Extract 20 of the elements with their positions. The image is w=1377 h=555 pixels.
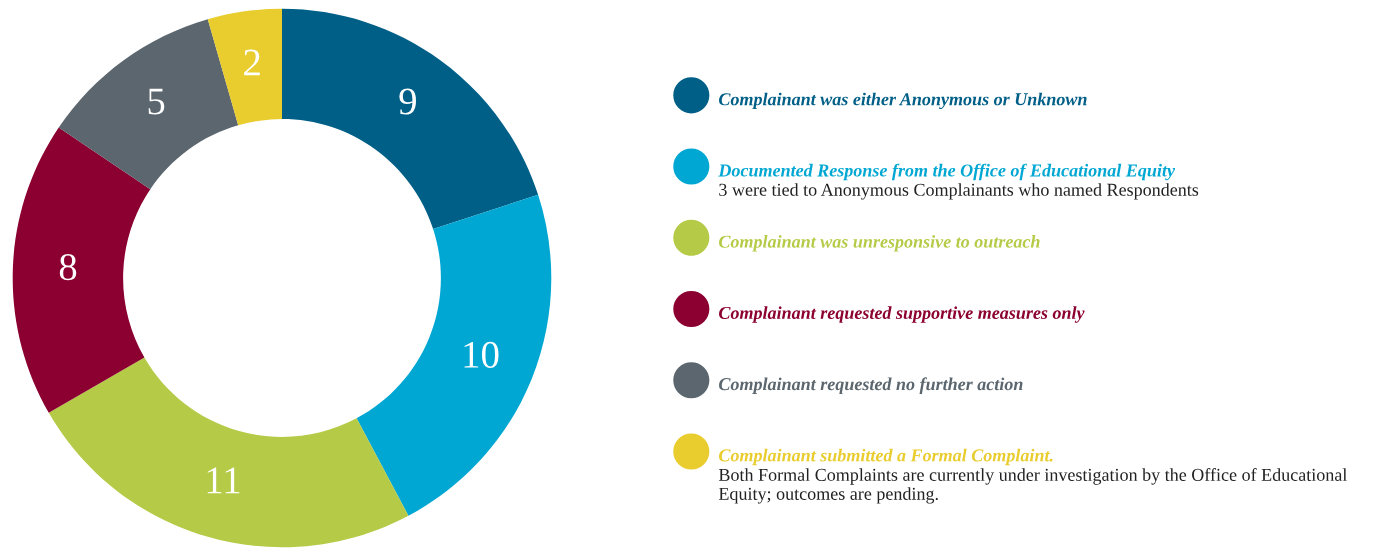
- donut-slice: [48, 357, 409, 548]
- donut-slice: [207, 8, 282, 126]
- legend-label: Complainant was unresponsive to outreach: [719, 235, 1040, 252]
- text: Both Formal Complaints are currently under investigation by the Office of Educational Equity; outcomes are pending.: [718, 468, 1347, 504]
- data-label: 10: [464, 341, 499, 368]
- donut-slice: [282, 8, 539, 229]
- data-label: 2: [244, 49, 260, 76]
- data-label: 11: [207, 467, 240, 494]
- data-label: 9: [399, 88, 416, 115]
- text: 3 were tied to Anonymous Complainants who named Respondents: [719, 183, 1199, 200]
- legend-label: Complainant submitted a Formal Complaint.: [719, 448, 1053, 466]
- data-label: 5: [148, 88, 165, 115]
- donut-slice: [58, 19, 239, 190]
- legend-label: Documented Response from the Office of Educational Equity: [718, 163, 1176, 181]
- legend-label: Complainant was either Anonymous or Unknown: [719, 92, 1087, 110]
- donut-slice: [356, 194, 552, 516]
- donut-slice: [12, 127, 151, 413]
- data-label: 8: [59, 254, 77, 281]
- legend-label: Complainant requested supportive measures only: [719, 306, 1085, 323]
- legend-label: Complainant requested no further action: [719, 377, 1023, 394]
